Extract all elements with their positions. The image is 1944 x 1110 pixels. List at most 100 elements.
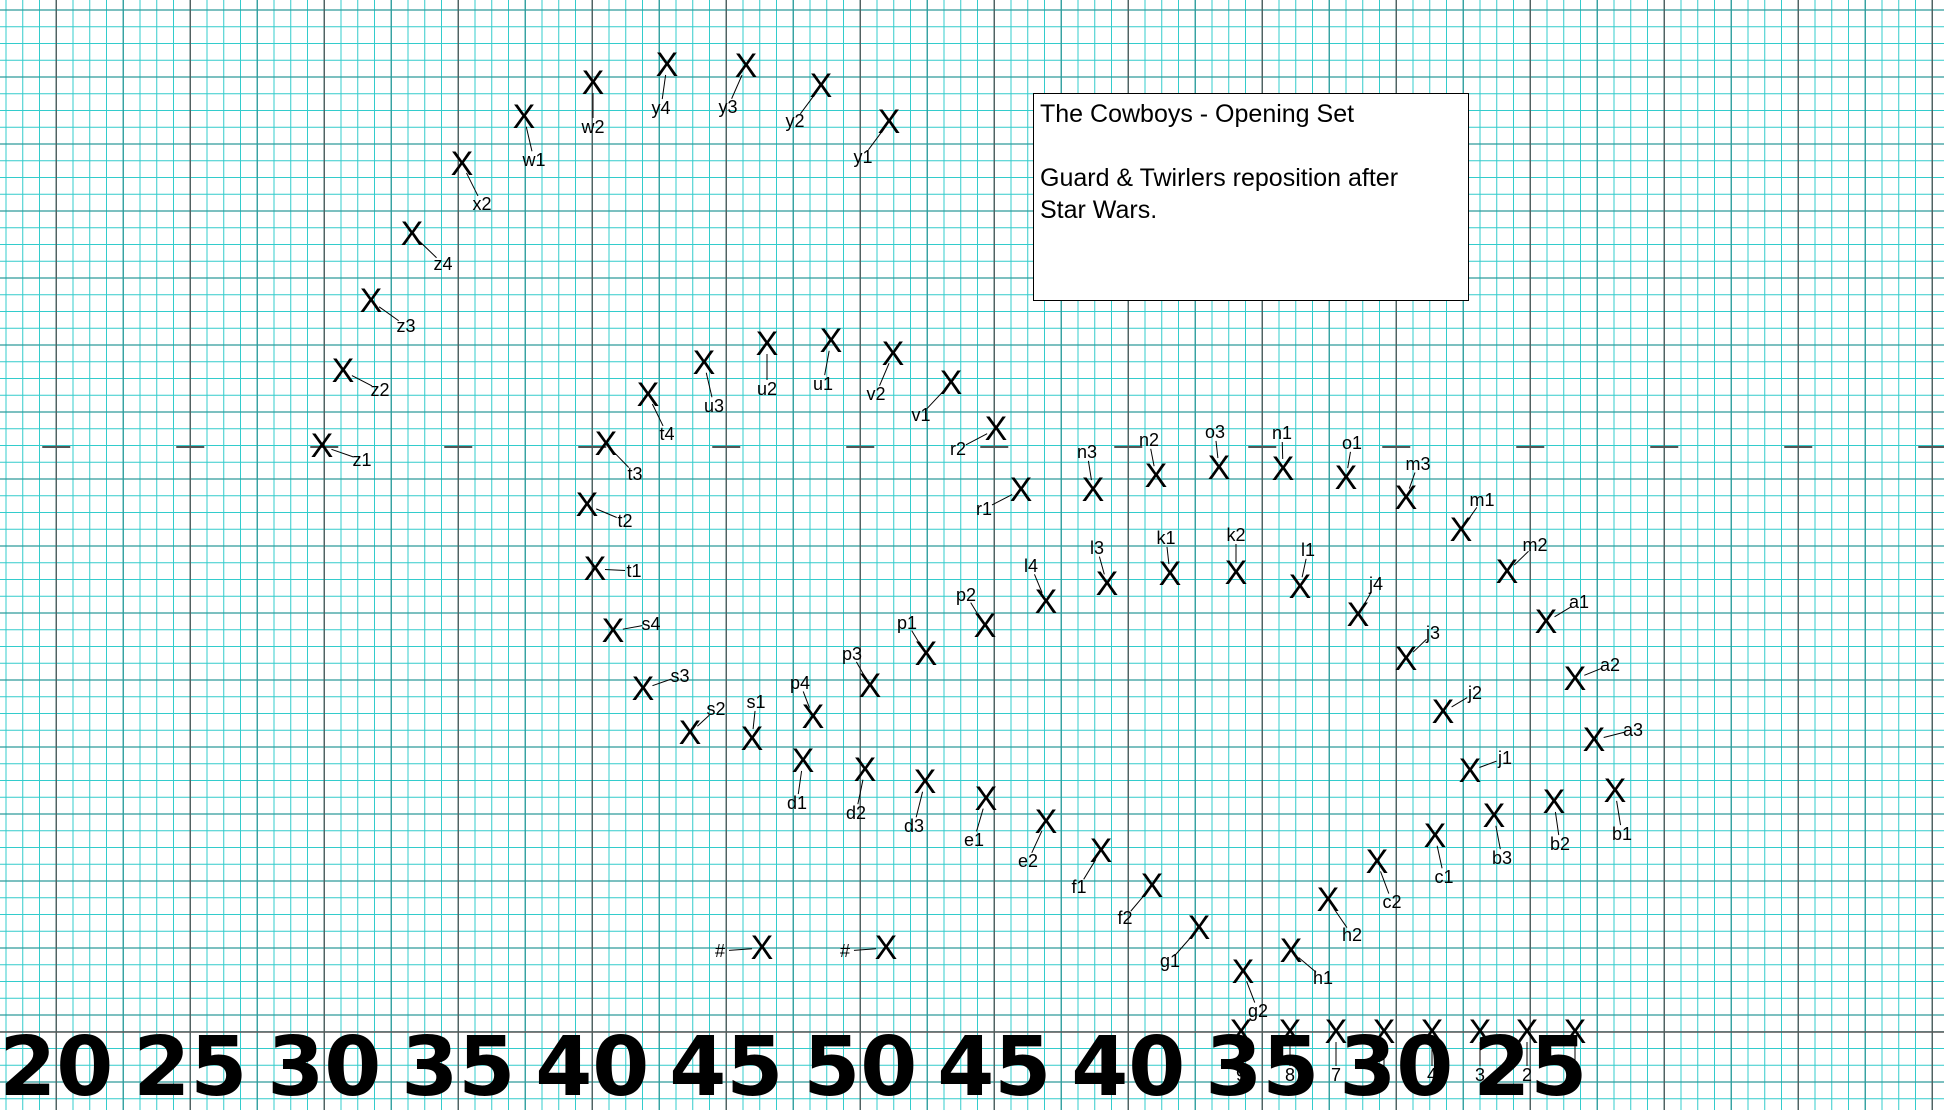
x-mark: X — [810, 67, 833, 105]
marker-label: z2 — [370, 380, 389, 400]
leader-line — [1513, 550, 1529, 566]
leader-line — [1150, 448, 1155, 467]
x-mark: X — [1279, 1013, 1302, 1051]
x-mark: X — [1280, 932, 1303, 970]
marker-label: z1 — [352, 450, 371, 470]
marker-label: v1 — [911, 405, 930, 425]
leader-line — [855, 661, 866, 678]
leader-line — [926, 389, 945, 409]
performer-spot: Xn3 — [1077, 442, 1104, 509]
marker-label: e1 — [964, 830, 984, 850]
performer-spot: Xk2 — [1225, 525, 1248, 592]
performer-spot: Xg2 — [1232, 953, 1268, 1021]
performer-spot: Xd1 — [787, 742, 814, 813]
marker-label: o3 — [1205, 422, 1225, 442]
performer-spot: Xx2 — [451, 145, 492, 214]
performer-spot: Xd3 — [904, 763, 936, 836]
leader-line — [1616, 800, 1622, 826]
marker-label: o1 — [1342, 433, 1362, 453]
performer-spot: Xb1 — [1604, 772, 1632, 844]
leader-line — [1298, 957, 1317, 973]
marker-label: j3 — [1425, 623, 1440, 643]
performer-spot: Xu2 — [756, 325, 779, 399]
marker-label: a2 — [1600, 655, 1620, 675]
x-mark: X — [1395, 479, 1418, 517]
marker-label: c1 — [1434, 867, 1453, 887]
marker-label: d2 — [846, 803, 866, 823]
leader-line — [331, 448, 354, 458]
leader-line — [1466, 507, 1478, 523]
marker-label: u2 — [757, 379, 777, 399]
leader-line — [525, 126, 533, 152]
set-note-box: The Cowboys - Opening Set Guard & Twirle… — [1033, 93, 1469, 301]
yard-number: 25 — [1473, 1020, 1587, 1110]
marker-label: g1 — [1160, 951, 1180, 971]
performer-spot: Xf1 — [1071, 832, 1112, 897]
leader-line — [604, 569, 626, 572]
marker-label: r2 — [950, 439, 966, 459]
x-mark: X — [332, 352, 355, 390]
marker-label: r1 — [976, 499, 992, 519]
performer-spot: Xy3 — [718, 47, 757, 117]
performer-spot: Xp1 — [897, 613, 937, 673]
leader-line — [1083, 859, 1097, 880]
marker-label: a1 — [1569, 592, 1589, 612]
performer-spot: Xu1 — [813, 322, 842, 394]
performer-spot: Xc1 — [1424, 817, 1454, 887]
leader-line — [1347, 451, 1351, 469]
x-mark: X — [451, 145, 474, 183]
performer-spot: Xb2 — [1543, 783, 1570, 854]
marker-label: b2 — [1550, 834, 1570, 854]
marker-label: j4 — [1368, 574, 1383, 594]
marker-label: u1 — [813, 374, 833, 394]
performer-spot: Xy2 — [785, 67, 832, 131]
marker-label: w2 — [580, 117, 604, 137]
marker-label: v2 — [866, 384, 885, 404]
x-mark: X — [1535, 603, 1558, 641]
performer-spot: Xp2 — [956, 585, 996, 645]
performer-spot: Xw1 — [513, 98, 546, 170]
leader-line — [1408, 472, 1416, 489]
leader-line — [915, 791, 924, 818]
performer-spot: Xy4 — [651, 46, 678, 118]
marker-label: 2 — [1522, 1065, 1532, 1085]
leader-line — [1479, 760, 1497, 768]
marker-label: z4 — [433, 254, 452, 274]
x-mark: X — [1090, 832, 1113, 870]
marker-label: g2 — [1248, 1001, 1268, 1021]
leader-line — [1130, 893, 1146, 912]
leader-line — [351, 375, 373, 387]
leader-line — [824, 350, 830, 376]
performer-spot: Xu3 — [693, 344, 724, 416]
leader-line — [466, 172, 479, 197]
marker-label: d1 — [787, 793, 807, 813]
marker-label: t1 — [626, 561, 641, 581]
x-mark: X — [513, 98, 536, 136]
marker-label: z3 — [396, 316, 415, 336]
marker-label: 6 — [1379, 1065, 1389, 1085]
x-mark: X — [875, 929, 898, 967]
x-mark: X — [1335, 459, 1358, 497]
leader-line — [965, 433, 988, 446]
performer-spot: Xo1 — [1335, 433, 1362, 497]
x-mark: X — [1289, 568, 1312, 606]
marker-label: y3 — [718, 97, 737, 117]
performer-spot: Xn2 — [1139, 430, 1167, 495]
performer-spot: Xe1 — [964, 780, 997, 850]
marker-label: p3 — [842, 644, 862, 664]
performer-spot: Xp4 — [790, 673, 824, 736]
marker-label: h2 — [1342, 925, 1362, 945]
performer-spot: Xk1 — [1156, 528, 1181, 593]
x-mark: X — [311, 427, 334, 465]
x-mark: X — [1496, 553, 1519, 591]
x-mark: X — [735, 47, 758, 85]
marker-label: 9 — [1236, 1065, 1246, 1085]
marker-label: l4 — [1024, 556, 1038, 576]
x-mark: X — [1516, 1013, 1539, 1051]
yard-number: 25 — [133, 1020, 247, 1110]
leader-line — [661, 74, 667, 100]
performer-spot: Xp3 — [842, 644, 881, 705]
leader-line — [1087, 460, 1092, 481]
